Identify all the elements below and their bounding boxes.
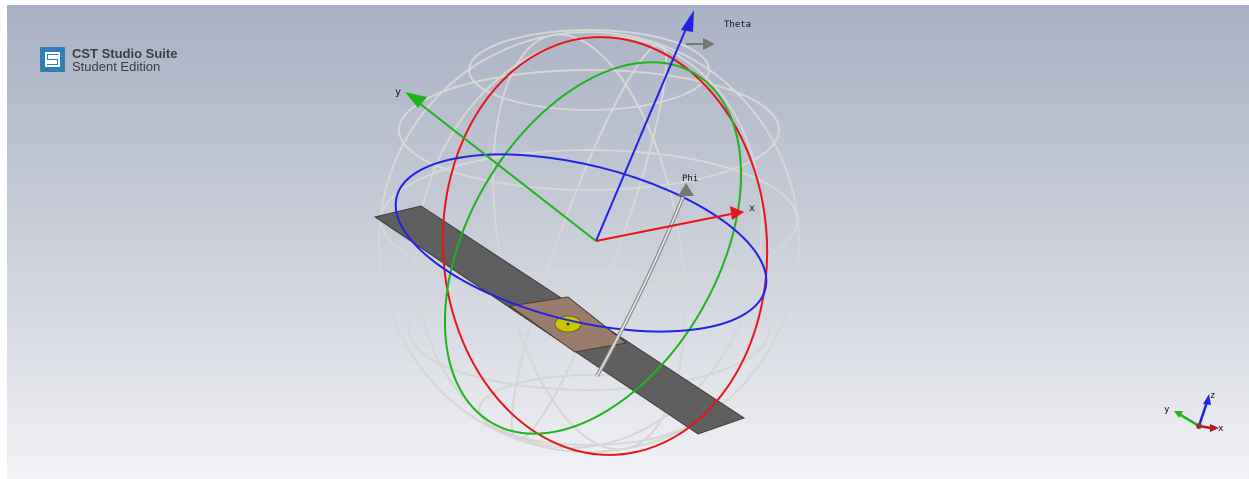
axis-arrows [405,10,744,242]
theta-marker: Theta [686,20,751,50]
theta-label: Theta [724,20,751,30]
orientation-triad: z y x [1164,391,1224,434]
app-title: CST Studio Suite [72,46,178,61]
xy-plane-circle [394,153,768,333]
cst-logo-icon [40,47,65,72]
xz-plane-circle [441,36,769,456]
triad-y-label: y [1164,405,1170,415]
3d-viewport[interactable]: CST Studio Suite Student Edition [7,5,1249,479]
phi-marker: Phi [678,174,698,196]
x-axis-label: x [749,203,755,214]
triad-x-label: x [1218,424,1224,434]
farfield-scene[interactable]: Theta Phi y x z y x [7,5,1249,479]
phi-label: Phi [682,174,698,184]
yz-plane-circle [443,61,743,435]
cst-logo: CST Studio Suite Student Edition [40,47,177,73]
window-left-border [0,0,7,479]
y-axis-label: y [395,87,401,98]
app-edition: Student Edition [72,59,161,74]
triad-z-label: z [1210,391,1215,401]
